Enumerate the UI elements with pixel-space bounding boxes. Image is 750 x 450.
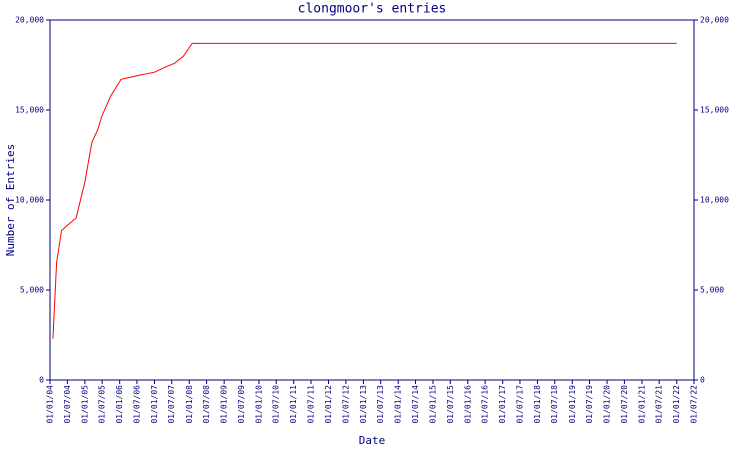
x-tick-label: 01/07/08	[202, 385, 211, 424]
y2-tick-label: 20,000	[700, 16, 729, 25]
x-tick-label: 01/07/18	[550, 385, 559, 424]
x-tick-label: 01/01/22	[672, 385, 681, 424]
x-tick-label: 01/01/15	[429, 385, 438, 424]
x-tick-label: 01/07/12	[341, 385, 350, 424]
x-tick-label: 01/07/07	[167, 385, 176, 424]
x-tick-label: 01/01/04	[46, 385, 55, 424]
x-tick-label: 01/01/18	[533, 385, 542, 424]
y2-tick-label: 10,000	[700, 196, 729, 205]
y-tick-label: 5,000	[20, 286, 44, 295]
x-tick-label: 01/01/12	[324, 385, 333, 424]
y-tick-label: 15,000	[15, 106, 44, 115]
x-tick-label: 01/01/17	[498, 385, 507, 424]
y2-tick-label: 15,000	[700, 106, 729, 115]
x-tick-label: 01/01/21	[637, 385, 646, 424]
x-tick-label: 01/01/13	[359, 385, 368, 424]
x-tick-label: 01/07/15	[446, 385, 455, 424]
chart-title: clongmoor's entries	[298, 2, 447, 17]
x-tick-label: 01/07/21	[655, 385, 664, 424]
y2-tick-label: 5,000	[700, 286, 724, 295]
x-tick-label: 01/01/09	[220, 385, 229, 424]
x-tick-label: 01/07/11	[306, 385, 315, 424]
x-tick-label: 01/01/14	[394, 385, 403, 424]
x-tick-label: 01/01/20	[603, 385, 612, 424]
x-tick-label: 01/01/06	[115, 385, 124, 424]
x-tick-label: 01/07/14	[411, 385, 420, 424]
x-tick-label: 01/01/08	[185, 385, 194, 424]
x-tick-label: 01/07/10	[272, 385, 281, 424]
y-tick-label: 20,000	[15, 16, 44, 25]
x-tick-label: 01/01/10	[254, 385, 263, 424]
x-tick-label: 01/07/20	[620, 385, 629, 424]
x-tick-label: 01/07/19	[585, 385, 594, 424]
x-tick-label: 01/07/05	[98, 385, 107, 424]
x-tick-label: 01/07/17	[515, 385, 524, 424]
y2-tick-label: 0	[700, 376, 705, 385]
x-tick-label: 01/01/16	[463, 385, 472, 424]
x-tick-label: 01/01/11	[289, 385, 298, 424]
y-axis-label: Number of Entries	[4, 144, 17, 257]
y-tick-label: 10,000	[15, 196, 44, 205]
x-tick-label: 01/07/09	[237, 385, 246, 424]
x-tick-label: 01/01/07	[150, 385, 159, 424]
data-line	[52, 42, 677, 339]
x-tick-label: 01/01/05	[80, 385, 89, 424]
x-axis-label: Date	[359, 434, 386, 447]
x-tick-label: 01/07/22	[690, 385, 699, 424]
x-tick-label: 01/07/16	[481, 385, 490, 424]
y-tick-label: 0	[39, 376, 44, 385]
x-tick-label: 01/01/19	[568, 385, 577, 424]
x-tick-label: 01/07/04	[63, 385, 72, 424]
x-tick-label: 01/07/06	[132, 385, 141, 424]
x-tick-label: 01/07/13	[376, 385, 385, 424]
